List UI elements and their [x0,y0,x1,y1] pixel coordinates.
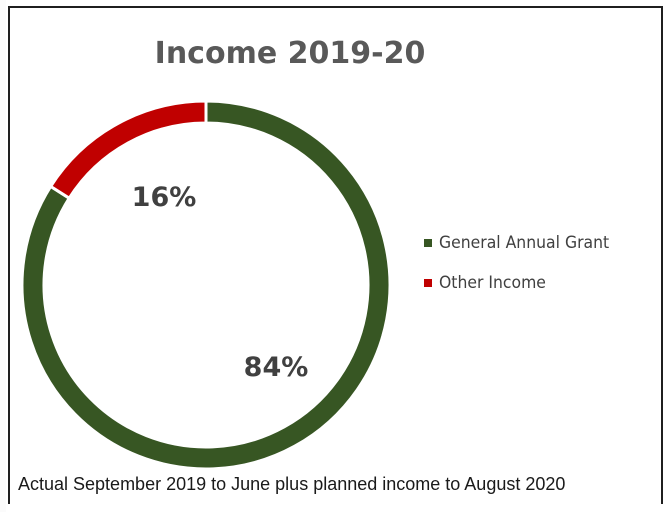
donut-slices [20,99,392,471]
chart-caption: Actual September 2019 to June plus plann… [18,474,566,494]
legend-swatch [424,239,432,247]
legend-item-other-income: Other Income [424,272,664,294]
data-label-general-annual-grant: 84% [244,352,309,383]
chart-legend: General Annual Grant Other Income [424,232,664,312]
data-label-other-income: 16% [132,182,197,213]
legend-swatch [424,279,432,287]
donut-slice-labels: 84% 16% [132,182,309,383]
chart-area [8,6,663,504]
chart-title: Income 2019-20 [154,36,426,71]
legend-label: Other Income [439,273,546,293]
legend-item-general-annual-grant: General Annual Grant [424,232,664,254]
legend-label: General Annual Grant [439,233,610,253]
donut-slice-other-income [48,99,208,201]
donut-slice-general-annual-grant [20,99,392,471]
left-edge [0,0,6,512]
